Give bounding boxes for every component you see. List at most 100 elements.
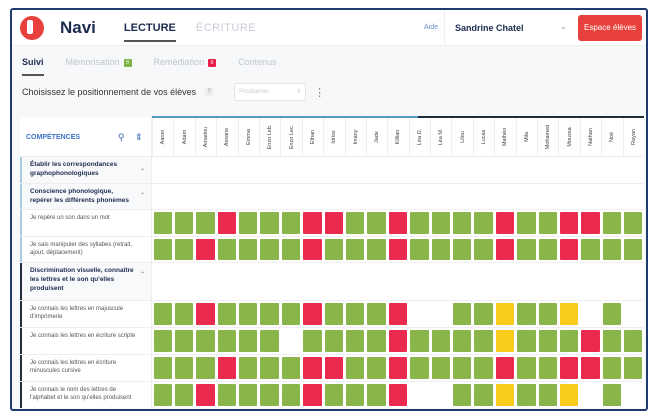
result-cell-acquired[interactable] (367, 212, 386, 234)
result-cell-acquired[interactable] (452, 212, 472, 234)
result-cell-acquired[interactable] (260, 212, 279, 234)
result-cell-acquired[interactable] (281, 357, 301, 379)
result-cell-acquired[interactable] (431, 357, 450, 379)
result-cell-acquired[interactable] (196, 330, 215, 352)
result-cell-not-acquired[interactable] (303, 212, 322, 234)
result-cell-not-acquired[interactable] (196, 384, 215, 406)
result-cell-acquired[interactable] (559, 330, 579, 352)
result-cell-acquired[interactable] (538, 212, 557, 234)
result-cell-not-acquired[interactable] (495, 239, 515, 260)
result-cell-acquired[interactable] (281, 303, 301, 325)
result-cell-acquired[interactable] (517, 303, 536, 325)
chevron-up-icon[interactable]: ⌃ (139, 272, 145, 278)
result-cell-acquired[interactable] (346, 212, 365, 234)
student-column-header[interactable]: Rayan (622, 118, 644, 156)
result-cell-acquired[interactable] (538, 357, 557, 379)
result-cell-in-progress[interactable] (495, 303, 515, 325)
position-select[interactable]: Positionner ⇕ (234, 83, 307, 101)
tab-contenus[interactable]: Contenus (238, 46, 277, 78)
student-column-header[interactable]: Killian (387, 118, 408, 156)
result-cell-not-acquired[interactable] (581, 357, 600, 379)
result-cell-in-progress[interactable] (495, 384, 515, 406)
student-column-header[interactable]: Enzo Lec. (280, 118, 301, 156)
result-cell-acquired[interactable] (217, 330, 237, 352)
result-cell-not-acquired[interactable] (303, 357, 322, 379)
result-cell-acquired[interactable] (367, 303, 386, 325)
result-cell-empty[interactable] (410, 384, 428, 406)
student-column-header[interactable]: Ethan (301, 118, 323, 156)
result-cell-acquired[interactable] (538, 330, 557, 352)
group-row[interactable]: Discrimination visuelle, connaître les l… (20, 262, 644, 300)
result-cell-acquired[interactable] (153, 212, 172, 234)
result-cell-acquired[interactable] (260, 330, 279, 352)
result-cell-acquired[interactable] (217, 239, 237, 260)
result-cell-acquired[interactable] (239, 384, 258, 406)
student-column-header[interactable]: Assane (216, 118, 237, 156)
result-cell-acquired[interactable] (153, 239, 172, 260)
student-column-header[interactable]: Enzo Leb. (258, 118, 280, 156)
tab-lecture[interactable]: LECTURE (123, 10, 176, 46)
result-cell-acquired[interactable] (239, 357, 258, 379)
result-cell-acquired[interactable] (303, 330, 322, 352)
result-cell-not-acquired[interactable] (388, 303, 408, 325)
result-cell-acquired[interactable] (281, 212, 301, 234)
result-cell-acquired[interactable] (367, 239, 386, 260)
tab-suivi[interactable]: Suivi (22, 46, 44, 78)
result-cell-acquired[interactable] (346, 303, 365, 325)
result-cell-acquired[interactable] (260, 384, 279, 406)
result-cell-not-acquired[interactable] (388, 357, 408, 379)
group-row[interactable]: Établir les correspondances graphophonol… (20, 156, 644, 183)
tab-remediation[interactable]: Remédiation 6 (154, 46, 217, 78)
result-cell-empty[interactable] (432, 303, 450, 325)
result-cell-acquired[interactable] (346, 384, 365, 406)
search-icon[interactable]: ⚲ (118, 131, 125, 142)
result-cell-not-acquired[interactable] (217, 212, 237, 234)
result-cell-acquired[interactable] (431, 239, 450, 260)
result-cell-not-acquired[interactable] (559, 239, 579, 260)
result-cell-acquired[interactable] (410, 212, 429, 234)
result-cell-acquired[interactable] (431, 212, 450, 234)
chevron-up-icon[interactable]: ⌃ (139, 193, 145, 199)
result-cell-not-acquired[interactable] (388, 384, 408, 406)
student-column-header[interactable]: Léa M. (430, 118, 451, 156)
result-cell-acquired[interactable] (174, 384, 194, 406)
result-cell-acquired[interactable] (517, 212, 536, 234)
tab-memorisation[interactable]: Mémorisation 8 (66, 46, 132, 78)
result-cell-not-acquired[interactable] (559, 212, 579, 234)
result-cell-acquired[interactable] (324, 330, 344, 352)
result-cell-in-progress[interactable] (495, 330, 515, 352)
result-cell-acquired[interactable] (452, 330, 472, 352)
result-cell-not-acquired[interactable] (495, 357, 515, 379)
result-cell-not-acquired[interactable] (196, 303, 215, 325)
result-cell-acquired[interactable] (153, 384, 172, 406)
result-cell-acquired[interactable] (153, 330, 172, 352)
tab-ecriture[interactable]: ÉCRITURE (195, 21, 257, 34)
result-cell-acquired[interactable] (602, 239, 622, 260)
result-cell-acquired[interactable] (346, 239, 365, 260)
result-cell-acquired[interactable] (474, 357, 493, 379)
result-cell-acquired[interactable] (474, 239, 493, 260)
chevron-down-icon[interactable]: ⌄ (139, 166, 145, 172)
result-cell-acquired[interactable] (153, 303, 172, 325)
student-column-header[interactable]: Nathan (579, 118, 601, 156)
result-cell-acquired[interactable] (581, 239, 600, 260)
result-cell-acquired[interactable] (452, 357, 472, 379)
result-cell-empty[interactable] (581, 303, 599, 325)
result-cell-empty[interactable] (624, 303, 642, 325)
result-cell-acquired[interactable] (431, 330, 450, 352)
result-cell-acquired[interactable] (517, 239, 536, 260)
result-cell-acquired[interactable] (174, 303, 194, 325)
result-cell-acquired[interactable] (367, 330, 386, 352)
result-cell-acquired[interactable] (452, 239, 472, 260)
result-cell-acquired[interactable] (239, 212, 258, 234)
result-cell-not-acquired[interactable] (303, 239, 322, 260)
result-cell-acquired[interactable] (517, 357, 536, 379)
result-cell-empty[interactable] (410, 303, 428, 325)
result-cell-acquired[interactable] (602, 303, 622, 325)
result-cell-acquired[interactable] (624, 212, 643, 234)
result-cell-acquired[interactable] (410, 330, 429, 352)
result-cell-not-acquired[interactable] (581, 212, 600, 234)
result-cell-acquired[interactable] (474, 212, 493, 234)
result-cell-not-acquired[interactable] (303, 384, 322, 406)
student-column-header[interactable]: Léa D. (408, 118, 430, 156)
